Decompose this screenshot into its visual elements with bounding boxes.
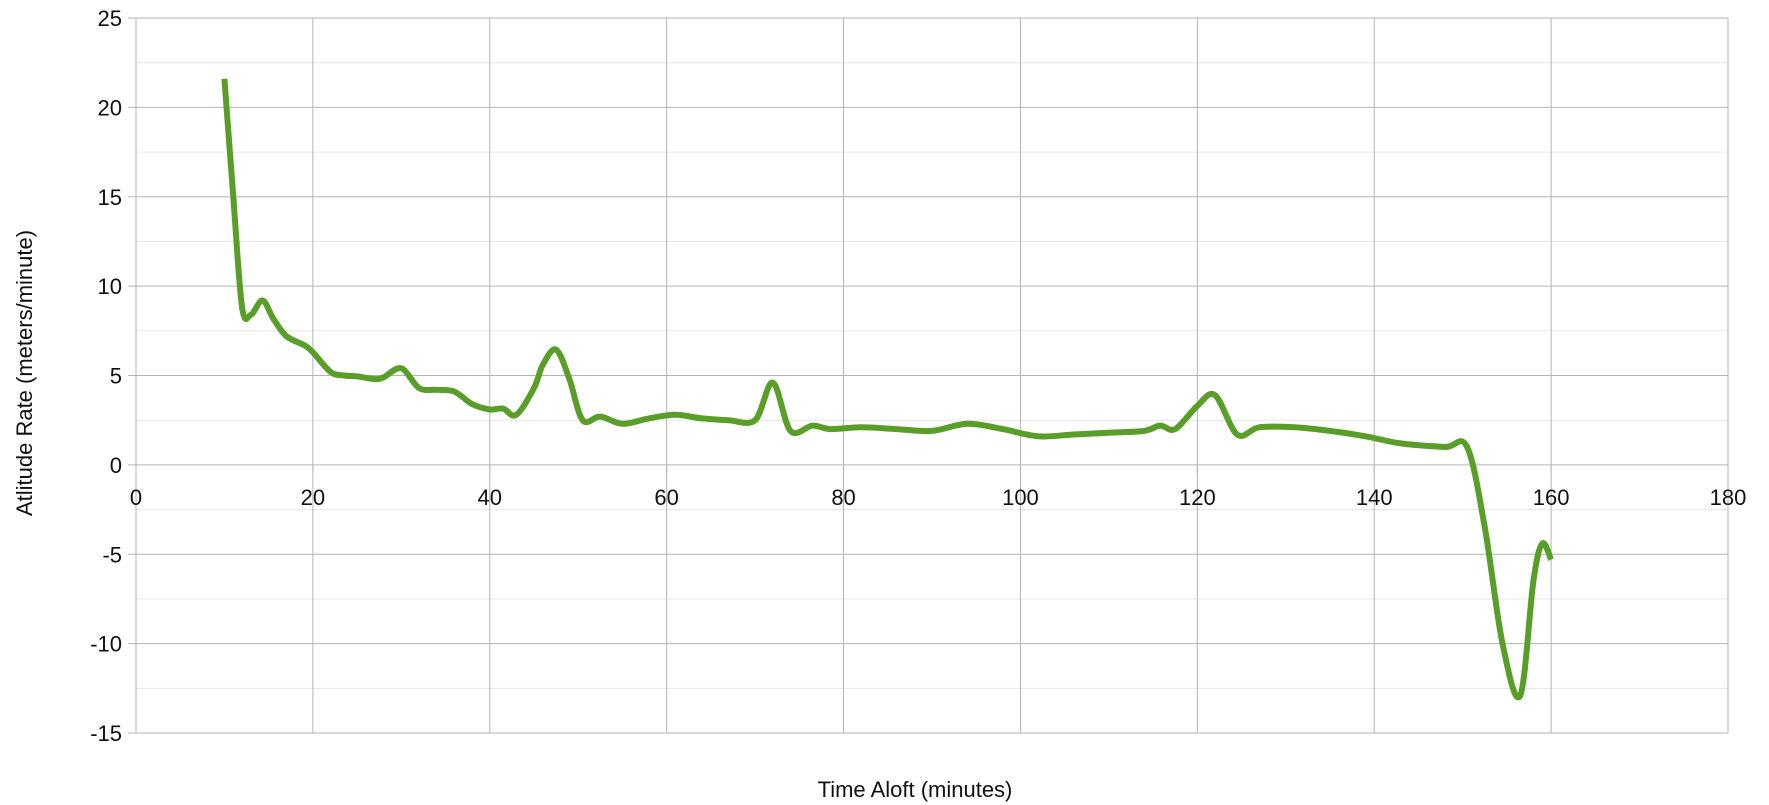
- series-layer: [221, 78, 1554, 701]
- y-tick-label: 0: [110, 453, 122, 478]
- y-tick-label: 10: [98, 274, 122, 299]
- y-tick-label: 20: [98, 95, 122, 120]
- y-axis-title: Atlitude Rate (meters/minute): [12, 230, 37, 516]
- y-tick-label: -5: [102, 542, 122, 567]
- series-line: [221, 78, 1554, 701]
- x-tick-label: 120: [1179, 485, 1216, 510]
- grid: [128, 17, 1729, 734]
- x-tick-label: 0: [130, 485, 142, 510]
- x-tick-label: 160: [1533, 485, 1570, 510]
- x-tick-label: 180: [1710, 485, 1747, 510]
- x-tick-label: 40: [478, 485, 502, 510]
- x-tick-label: 80: [831, 485, 855, 510]
- x-tick-label: 20: [301, 485, 325, 510]
- x-tick-label: 140: [1356, 485, 1393, 510]
- y-tick-label: -10: [90, 632, 122, 657]
- y-tick-label: 25: [98, 6, 122, 31]
- y-tick-label: 15: [98, 185, 122, 210]
- x-tick-label: 60: [654, 485, 678, 510]
- y-tick-label: -15: [90, 721, 122, 746]
- x-axis-title: Time Aloft (minutes): [818, 777, 1013, 802]
- x-tick-label: 100: [1002, 485, 1039, 510]
- y-tick-label: 5: [110, 364, 122, 389]
- tick-labels: 25 20 15 10 5 0 -5 -10 -15 0 20 40 60 80 100 120 140 160 1…: [90, 6, 1746, 746]
